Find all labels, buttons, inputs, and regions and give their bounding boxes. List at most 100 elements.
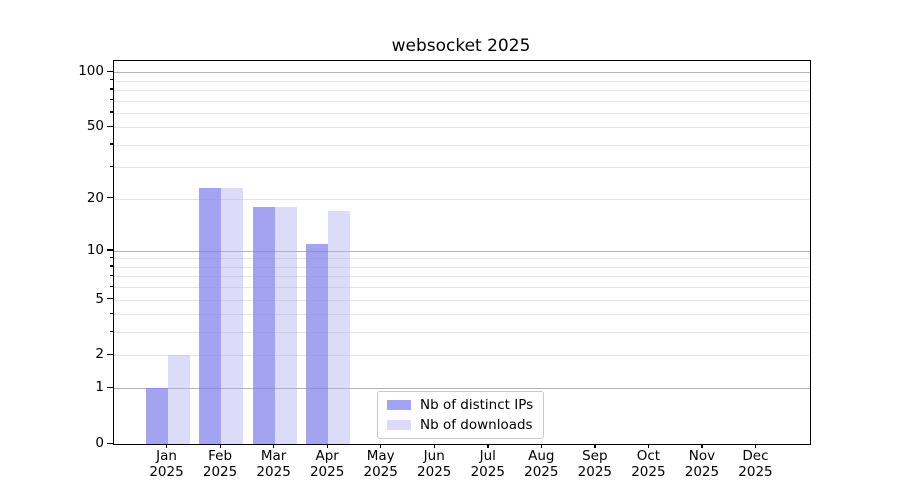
bar (328, 211, 351, 444)
y-tick-label: 5 (95, 290, 104, 307)
x-tick-mark (166, 444, 168, 448)
y-minor-tick-mark (109, 274, 113, 277)
x-tick-label-line: Apr (315, 448, 339, 464)
bar (199, 187, 222, 444)
y-minor-tick-mark (109, 256, 113, 259)
x-tick-mark (754, 444, 757, 448)
y-minor-tick-mark (109, 143, 113, 145)
gridline (114, 89, 810, 91)
gridline (114, 276, 810, 278)
gridline (114, 388, 810, 390)
x-tick-label-line: 2025 (631, 464, 666, 480)
legend: Nb of distinct IPs Nb of downloads (377, 391, 544, 439)
x-tick-label: Jul 2025 (456, 448, 520, 480)
y-minor-tick-mark (109, 265, 113, 267)
legend-item-distinct-ips: Nb of distinct IPs (387, 397, 534, 413)
gridline (114, 72, 810, 74)
plot-area (113, 60, 811, 445)
legend-swatch-distinct-ips-icon (387, 400, 411, 410)
x-tick-mark (594, 444, 596, 448)
gridline (114, 314, 810, 316)
x-tick-label-line: 2025 (202, 464, 238, 480)
x-tick-mark (380, 444, 382, 448)
y-tick-label: 100 (78, 63, 104, 80)
y-tick-mark (107, 249, 113, 251)
y-minor-tick-mark (109, 285, 113, 287)
x-tick-label-line: 2025 (577, 464, 613, 480)
x-tick-label: Jan 2025 (135, 448, 199, 480)
y-tick-label: 10 (86, 241, 104, 258)
y-tick-mark (107, 386, 113, 388)
x-tick-mark (273, 444, 275, 448)
x-tick-mark (219, 444, 221, 448)
gridline (114, 100, 810, 102)
bar (167, 355, 190, 444)
x-tick-label: Jun 2025 (402, 448, 466, 480)
x-tick-mark (487, 444, 489, 448)
x-tick-label-line: Aug (528, 448, 555, 464)
x-tick-label-line: Jun (423, 448, 445, 464)
x-tick-label-line: 2025 (309, 464, 345, 480)
x-tick-label-line: 2025 (738, 464, 773, 480)
x-tick-label: Dec 2025 (723, 448, 787, 480)
x-tick-label: Aug 2025 (509, 448, 573, 480)
y-tick-mark (107, 125, 113, 127)
y-minor-tick-mark (109, 330, 113, 333)
x-tick-label-line: 2025 (684, 464, 720, 480)
bar (306, 243, 329, 444)
y-tick-mark (107, 70, 113, 72)
x-tick-label-line: 2025 (524, 464, 559, 480)
x-tick-label-line: 2025 (417, 464, 452, 480)
x-tick-label-line: 2025 (149, 464, 184, 480)
bar (274, 206, 297, 444)
y-tick-label: 0 (95, 435, 104, 451)
y-tick-label: 50 (86, 118, 104, 135)
y-minor-tick-mark (109, 165, 113, 168)
x-tick-label: Apr 2025 (295, 448, 359, 480)
gridline (114, 144, 810, 146)
x-tick-label-line: Feb (208, 448, 233, 464)
y-tick-mark (107, 298, 113, 300)
bar (221, 187, 244, 444)
x-tick-label-line: 2025 (256, 464, 291, 480)
y-tick-label: 2 (95, 346, 104, 363)
y-tick-mark (107, 353, 113, 356)
y-minor-tick-mark (109, 99, 113, 101)
x-tick-mark (701, 444, 703, 448)
legend-label-distinct-ips: Nb of distinct IPs (420, 397, 534, 413)
x-tick-label-line: Mar (260, 448, 287, 464)
y-tick-mark (107, 197, 113, 199)
y-minor-tick-mark (109, 88, 113, 90)
x-tick-mark (647, 444, 650, 448)
x-tick-label-line: Jan (156, 448, 177, 464)
gridline (114, 332, 810, 334)
x-tick-label-line: Sep (582, 448, 608, 464)
x-tick-label-line: Jul (479, 448, 496, 464)
gridline (114, 355, 810, 357)
y-minor-tick-mark (109, 111, 113, 113)
x-tick-mark (433, 444, 436, 448)
x-tick-label: Oct 2025 (616, 448, 680, 480)
legend-label-downloads: Nb of downloads (420, 417, 533, 433)
x-tick-label: Sep 2025 (563, 448, 627, 480)
x-tick-label-line: 2025 (470, 464, 505, 480)
y-tick-label: 20 (86, 189, 104, 206)
gridline (114, 198, 810, 200)
x-tick-label-line: Nov (688, 448, 716, 464)
legend-swatch-downloads-icon (387, 420, 411, 430)
gridline (114, 287, 810, 289)
y-minor-tick-mark (109, 312, 113, 315)
gridline (114, 299, 810, 301)
x-tick-mark (326, 444, 328, 448)
x-tick-label: Nov 2025 (670, 448, 734, 480)
gridline (114, 250, 810, 252)
x-tick-label-line: Dec (742, 448, 769, 464)
x-tick-label: May 2025 (349, 448, 413, 480)
x-tick-label-line: 2025 (363, 464, 398, 480)
y-tick-mark (107, 442, 113, 444)
x-tick-label-line: Oct (636, 448, 661, 464)
x-tick-mark (540, 444, 543, 448)
bar (252, 206, 275, 444)
gridline (114, 80, 810, 82)
